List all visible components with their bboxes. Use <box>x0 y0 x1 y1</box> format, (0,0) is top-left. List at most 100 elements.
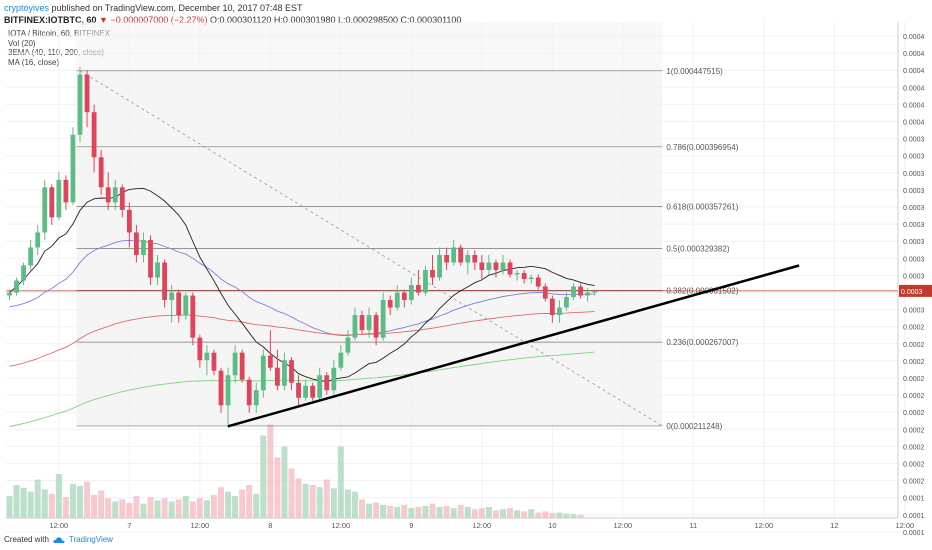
price-axis-label: 0.0003 <box>903 171 925 178</box>
volume-bar <box>91 494 98 518</box>
time-axis-label: 8 <box>268 521 272 530</box>
candle-body <box>126 209 132 233</box>
candle-body <box>542 286 548 299</box>
candle-body <box>416 285 421 293</box>
price-axis-label: 0.0003 <box>903 239 925 246</box>
candle-body <box>70 134 76 203</box>
candle-body <box>211 352 217 371</box>
candle-body <box>303 385 308 398</box>
volume-bar <box>225 491 232 518</box>
volume-bar <box>521 511 528 518</box>
candle-body <box>246 379 252 406</box>
volume-bar <box>528 509 535 518</box>
volume-bar <box>154 500 161 518</box>
volume-bar <box>380 504 387 518</box>
volume-bar <box>408 508 415 518</box>
candle-body <box>190 295 196 338</box>
volume-bar <box>168 501 175 518</box>
candle-body <box>253 390 259 406</box>
price-axis-label: 0.0001 <box>903 530 925 537</box>
candle-body <box>458 247 464 263</box>
ema-110-line <box>9 311 595 367</box>
price-axis-label: 0.0002 <box>903 427 925 434</box>
candle-body <box>564 297 569 308</box>
price-axis-label: 0.0004 <box>903 85 925 92</box>
volume-bar <box>570 514 577 518</box>
candle-body <box>289 360 294 383</box>
last-price-tag-label: 0.0003 <box>901 289 923 296</box>
legend-ma[interactable]: MA (16, close) <box>8 57 60 67</box>
price-axis-label: 0.0004 <box>903 51 925 58</box>
volume-bar <box>288 468 295 518</box>
volume-bar <box>464 507 471 518</box>
candle-body <box>56 179 62 218</box>
candle-body <box>451 247 457 263</box>
price-axis-label: 0.0002 <box>903 376 925 383</box>
price-axis-label: 0.0004 <box>903 102 925 109</box>
price-axis-label: 0.0003 <box>903 205 925 212</box>
volume-bar <box>443 505 450 518</box>
candle-body <box>176 292 182 316</box>
candle-body <box>84 74 90 113</box>
legend-vol[interactable]: Vol (20) <box>8 38 36 48</box>
volume-bar <box>55 474 62 518</box>
candle-body <box>493 262 499 270</box>
volume-bar <box>20 487 27 518</box>
volume-bar <box>415 507 422 518</box>
candle-body <box>155 262 160 278</box>
volume-bar <box>429 503 436 518</box>
volume-bar <box>337 446 344 518</box>
fib-label: 0.5(0.000329382) <box>666 244 730 253</box>
candle-body <box>105 187 111 203</box>
candle-body <box>225 375 231 406</box>
price-axis-label: 0.0003 <box>903 222 925 229</box>
volume-bar <box>323 479 330 518</box>
candle-body <box>557 307 562 316</box>
price-axis-label: 0.0004 <box>903 34 925 41</box>
candle-body <box>204 352 210 361</box>
candle-body <box>571 286 576 298</box>
price-axis-label: 0.0002 <box>903 410 925 417</box>
ema-200-line <box>9 351 595 427</box>
price-axis-label: 0.0002 <box>903 444 925 451</box>
time-axis-label: 12:00 <box>49 521 68 530</box>
volume-bar <box>98 490 105 518</box>
tradingview-logo-text[interactable]: TradingView <box>68 535 113 544</box>
publisher-name[interactable]: cryptoyives <box>4 3 50 13</box>
volume-bar <box>210 494 217 518</box>
candle-body <box>232 352 238 376</box>
candle-body <box>218 370 224 406</box>
chart-header: cryptoyives published on TradingView.com… <box>4 2 461 26</box>
publish-info: published on TradingView.com, December 1… <box>51 3 303 13</box>
time-axis-label: 12:00 <box>754 521 773 530</box>
candle-body <box>380 300 386 338</box>
time-axis-label: 7 <box>127 521 131 530</box>
volume-bar <box>147 497 154 518</box>
candle-body <box>437 254 442 278</box>
volume-bar <box>161 498 168 518</box>
candle-body <box>35 232 41 248</box>
volume-bar <box>41 489 48 518</box>
candle-body <box>42 187 48 233</box>
price-axis-label: 0.0002 <box>903 393 925 400</box>
fib-label: 0.786(0.000396954) <box>666 143 738 152</box>
candle-body <box>169 292 175 301</box>
symbol-label: BITFINEX:IOTBTC, 60 <box>4 15 97 25</box>
price-axis-label: 0.0003 <box>903 308 925 315</box>
volume-bar <box>577 514 584 518</box>
volume-bar <box>246 485 253 518</box>
volume-bar <box>175 499 182 518</box>
candle-body <box>267 355 273 368</box>
time-axis-label: 12:00 <box>331 521 350 530</box>
volume-bar <box>394 507 401 518</box>
volume-bar <box>133 496 140 518</box>
candle-body <box>521 273 527 280</box>
candle-body <box>585 292 590 296</box>
time-axis-label: 11 <box>689 521 697 530</box>
volume-bar <box>62 497 69 518</box>
price-axis-label: 0.0002 <box>903 342 925 349</box>
volume-bar <box>140 503 147 518</box>
candle-body <box>373 315 379 338</box>
volume-bar <box>344 489 351 518</box>
